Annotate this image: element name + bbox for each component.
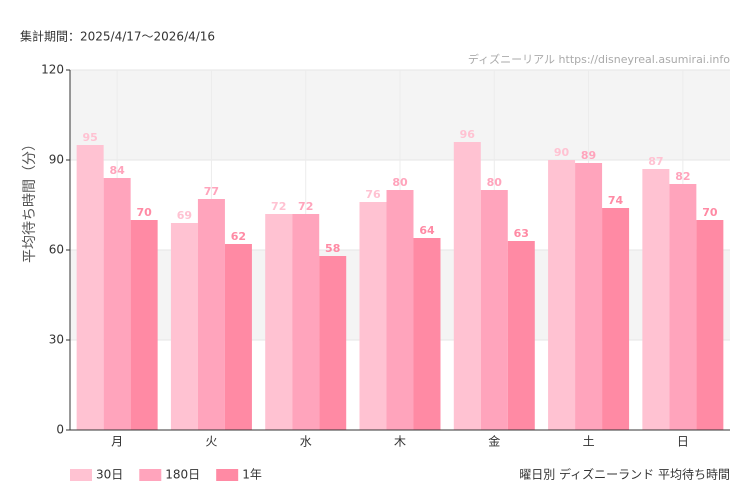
bar (696, 220, 724, 430)
value-label: 84 (109, 164, 125, 177)
value-label: 87 (648, 155, 663, 168)
value-label: 58 (325, 242, 340, 255)
y-tick-label: 120 (41, 63, 64, 77)
x-tick-label: 日 (677, 435, 689, 449)
x-tick-label: 月 (111, 435, 123, 449)
value-label: 64 (419, 224, 435, 237)
y-tick-label: 60 (49, 243, 64, 257)
legend-label: 1年 (242, 468, 262, 482)
value-label: 95 (82, 131, 97, 144)
legend-swatch (70, 469, 92, 481)
x-tick-label: 土 (583, 435, 595, 449)
bar (669, 184, 697, 430)
value-label: 76 (365, 188, 381, 201)
bar (548, 160, 576, 430)
value-label: 70 (136, 206, 152, 219)
bar (197, 199, 225, 430)
value-label: 62 (231, 230, 246, 243)
legend-swatch (216, 469, 239, 481)
source: ディズニーリアル https://disneyreal.asumirai.inf… (468, 52, 730, 66)
x-tick-label: 木 (394, 435, 406, 449)
value-label: 70 (702, 206, 718, 219)
value-label: 72 (298, 200, 313, 213)
value-label: 90 (554, 146, 570, 159)
bar (575, 163, 603, 430)
bar (480, 190, 508, 430)
bar (76, 145, 104, 430)
bar (103, 178, 131, 430)
value-label: 74 (608, 194, 624, 207)
value-label: 89 (581, 149, 596, 162)
legend-label: 180日 (165, 468, 200, 482)
bar (413, 238, 441, 430)
x-tick-label: 水 (300, 435, 312, 449)
bar (319, 256, 347, 430)
value-label: 82 (675, 170, 690, 183)
bar (602, 208, 630, 430)
y-tick-label: 90 (49, 153, 64, 167)
value-label: 77 (204, 185, 219, 198)
bar (642, 169, 670, 430)
bar (386, 190, 414, 430)
legend-label: 30日 (96, 468, 123, 482)
y-axis-label: 平均待ち時間（分） (22, 137, 38, 263)
bar (130, 220, 158, 430)
x-tick-label: 火 (205, 435, 217, 449)
caption: 曜日別 ディズニーランド 平均待ち時間 (519, 467, 730, 482)
x-tick-label: 金 (488, 434, 500, 449)
value-label: 80 (487, 176, 503, 189)
value-label: 80 (392, 176, 408, 189)
subtitle: 集計期間：2025/4/17〜2026/4/16 (20, 29, 215, 44)
y-tick-label: 0 (56, 423, 64, 437)
value-label: 96 (460, 128, 476, 141)
bar (292, 214, 320, 430)
y-tick-label: 30 (49, 333, 64, 347)
bar (224, 244, 252, 430)
value-label: 69 (177, 209, 192, 222)
bar (507, 241, 535, 430)
bar (359, 202, 387, 430)
value-label: 72 (271, 200, 286, 213)
bar (265, 214, 293, 430)
value-label: 63 (514, 227, 529, 240)
bar (170, 223, 198, 430)
legend-swatch (139, 469, 162, 481)
bar (453, 142, 481, 430)
